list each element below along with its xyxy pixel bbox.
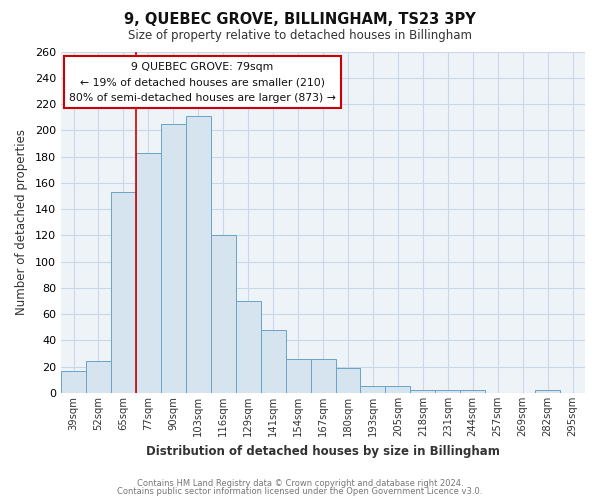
Text: 9, QUEBEC GROVE, BILLINGHAM, TS23 3PY: 9, QUEBEC GROVE, BILLINGHAM, TS23 3PY <box>124 12 476 28</box>
Bar <box>61 370 86 393</box>
Y-axis label: Number of detached properties: Number of detached properties <box>15 130 28 316</box>
Text: Contains HM Land Registry data © Crown copyright and database right 2024.: Contains HM Land Registry data © Crown c… <box>137 478 463 488</box>
Bar <box>236 301 260 393</box>
Bar <box>410 390 436 393</box>
Bar <box>436 390 460 393</box>
Bar <box>286 359 311 393</box>
Bar <box>186 116 211 393</box>
Text: Size of property relative to detached houses in Billingham: Size of property relative to detached ho… <box>128 29 472 42</box>
X-axis label: Distribution of detached houses by size in Billingham: Distribution of detached houses by size … <box>146 444 500 458</box>
Bar <box>211 236 236 393</box>
Bar <box>86 362 111 393</box>
Bar <box>111 192 136 393</box>
Bar <box>260 330 286 393</box>
Bar <box>311 359 335 393</box>
Bar <box>535 390 560 393</box>
Bar <box>385 386 410 393</box>
Bar <box>460 390 485 393</box>
Bar <box>361 386 385 393</box>
Bar <box>161 124 186 393</box>
Text: Contains public sector information licensed under the Open Government Licence v3: Contains public sector information licen… <box>118 487 482 496</box>
Bar <box>335 368 361 393</box>
Bar <box>136 152 161 393</box>
Text: 9 QUEBEC GROVE: 79sqm
← 19% of detached houses are smaller (210)
80% of semi-det: 9 QUEBEC GROVE: 79sqm ← 19% of detached … <box>69 62 336 103</box>
